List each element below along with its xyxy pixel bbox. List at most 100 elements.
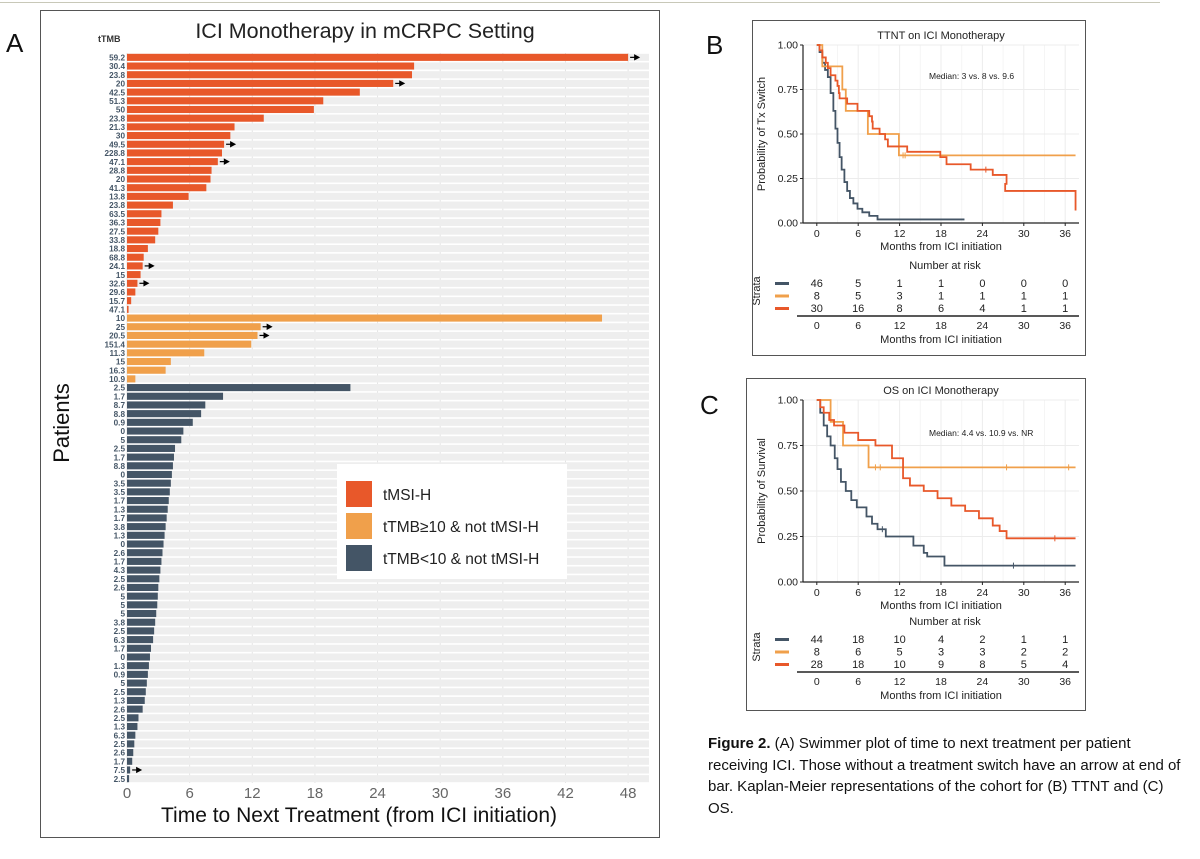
row-band [127, 618, 649, 626]
legend-swatch-low [346, 545, 372, 571]
risk-value-low: 0 [1062, 278, 1068, 290]
tmb-tick-label: 51.3 [109, 97, 125, 106]
risk-value-tmsi: 8 [979, 659, 985, 671]
risk-x-tick-label: 18 [935, 320, 947, 332]
legend-label-tmsi: tMSI-H [383, 487, 431, 504]
tmb-tick-label: 42.5 [109, 88, 125, 97]
row-band [127, 392, 649, 400]
tmb-tick-label: 59.2 [109, 53, 125, 62]
bar-tmsi [127, 140, 225, 148]
bar-tmsi [127, 297, 132, 305]
tmb-tick-label: 1.7 [114, 453, 126, 462]
risk-value-tmb: 8 [814, 647, 820, 659]
row-band [127, 662, 649, 670]
tmb-tick-label: 15 [116, 358, 126, 367]
tmb-tick-label: 3.5 [114, 479, 126, 488]
x-tick-label: 0 [814, 228, 820, 240]
risk-value-tmsi: 8 [897, 303, 903, 315]
row-band [127, 592, 649, 600]
row-band [127, 88, 649, 96]
tmb-tick-label: 23.8 [109, 114, 125, 123]
bar-low [127, 618, 156, 626]
tmb-tick-label: 27.5 [109, 227, 125, 236]
tmb-tick-label: 29.6 [109, 288, 125, 297]
row-band [127, 627, 649, 635]
tmb-tick-label: 3.5 [114, 488, 126, 497]
y-tick-label: 0.00 [778, 218, 799, 230]
bar-low [127, 453, 174, 461]
tmb-tick-label: 8.7 [114, 401, 126, 410]
row-band [127, 670, 649, 678]
x-tick-label: 12 [894, 228, 906, 240]
risk-value-tmsi: 5 [1021, 659, 1027, 671]
tmb-tick-label: 2.5 [114, 688, 126, 697]
row-band [127, 609, 649, 618]
row-band [127, 331, 649, 339]
risk-value-tmsi: 28 [811, 659, 823, 671]
bar-tmsi [127, 175, 211, 183]
bar-low [127, 740, 135, 748]
tmb-tick-label: 15.7 [109, 297, 125, 306]
bar-low [127, 722, 138, 731]
row-band [127, 644, 649, 652]
bar-tmsi [127, 227, 159, 235]
km-curve-tmsi [816, 44, 1077, 211]
row-band [127, 201, 649, 209]
row-band [127, 210, 649, 218]
row-band [127, 158, 649, 166]
ttnt-km-frame: 0.00 0.25 0.50 0.75 1.00 0 6 12 18 24 30 36 TTNT on … [751, 20, 1086, 356]
tmb-tick-label: 10.9 [109, 375, 125, 384]
tmb-tick-label: 3.8 [114, 523, 126, 532]
bar-low [127, 566, 161, 574]
bar-tmsi [127, 114, 264, 122]
row-band [127, 357, 649, 366]
swimmer-plot-frame: 59.2 30.4 23.8 20 42.5 51.3 50 23.8 21.3 30 49.5 22… [40, 10, 660, 838]
bar-low [127, 714, 139, 722]
bar-tmsi [127, 218, 161, 227]
tmb-tick-label: 6.3 [114, 636, 126, 645]
x-tick-label: 6 [855, 228, 861, 240]
tmb-tick-label: 1.3 [114, 662, 126, 671]
legend-swatch-tmb [346, 513, 372, 539]
bar-low [127, 775, 130, 783]
row-band [127, 679, 649, 687]
y-axis-label: Patients [49, 383, 74, 463]
median-annotation: Median: 4.4 vs. 10.9 vs. NR [929, 428, 1033, 438]
x-tick-label: 0 [123, 785, 131, 802]
tmb-tick-label: 5 [120, 679, 125, 688]
tmb-tick-label: 68.8 [109, 253, 125, 262]
tmb-tick-label: 18.8 [109, 245, 125, 254]
row-band [127, 244, 649, 253]
tmb-tick-label: 0.9 [114, 418, 126, 427]
risk-value-low: 0 [1021, 278, 1027, 290]
bar-low [127, 749, 134, 757]
legend-box [337, 464, 567, 579]
tmb-tick-label: 1.3 [114, 531, 126, 540]
tmb-tick-label: 2.5 [114, 740, 126, 749]
median-annotation: Median: 3 vs. 8 vs. 9.6 [929, 71, 1014, 81]
bar-low [127, 488, 170, 496]
risk-value-tmsi: 1 [1021, 303, 1027, 315]
tmb-tick-label: 0 [120, 540, 125, 549]
tmb-tick-label: 1.7 [114, 514, 126, 523]
bar-tmsi [127, 53, 629, 61]
tmb-tick-label: 10 [116, 314, 126, 323]
x-tick-label: 24 [977, 587, 989, 599]
row-band [127, 722, 649, 731]
tmb-tick-label: 21.3 [109, 123, 125, 132]
bar-low [127, 653, 150, 661]
bar-low [127, 418, 193, 426]
tmb-tick-label: 6.3 [114, 731, 126, 740]
bar-low [127, 627, 155, 635]
tmb-tick-label: 2.5 [114, 384, 126, 393]
risk-x-tick-label: 24 [977, 676, 989, 688]
swimmer-plot: 59.230.423.82042.551.35023.821.33049.522… [49, 19, 649, 827]
row-band [127, 696, 649, 704]
row-band [127, 227, 649, 235]
continuing-arrow-icon [148, 262, 155, 270]
risk-x-tick-label: 24 [977, 320, 989, 332]
tmb-tick-label: 13.8 [109, 193, 125, 202]
tmb-tick-label: 5 [120, 592, 125, 601]
tmb-tick-label: 24.1 [109, 262, 125, 271]
